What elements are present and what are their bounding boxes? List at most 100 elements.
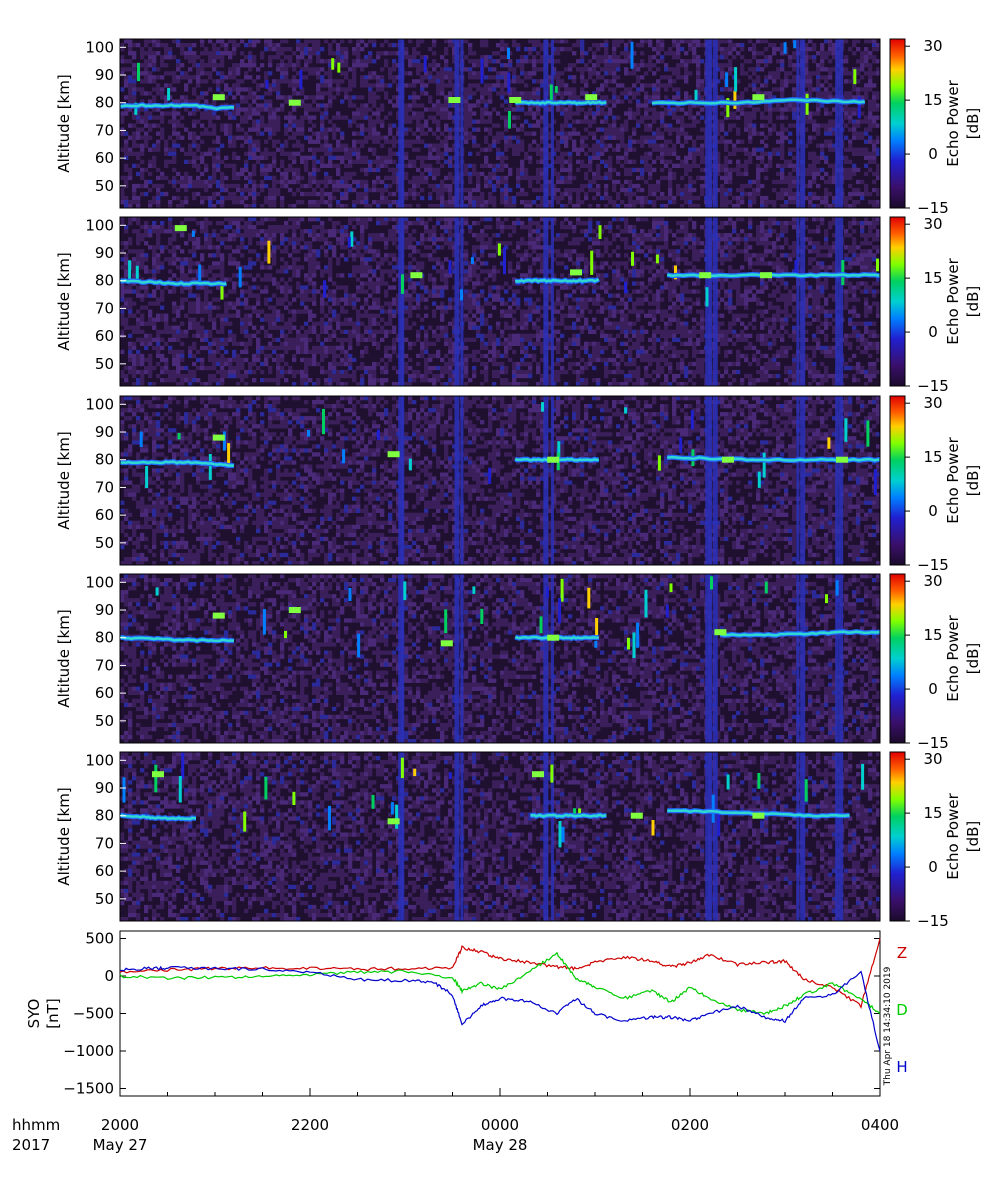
echo-streak — [825, 594, 828, 604]
vertical-echo-column — [796, 574, 800, 743]
vertical-echo-column — [705, 574, 711, 743]
echo-streak — [322, 408, 325, 435]
echo-streak — [876, 258, 879, 272]
y-tick-label: 50 — [95, 534, 114, 552]
vertical-echo-column — [709, 217, 712, 386]
vertical-echo-column — [796, 217, 800, 386]
vertical-echo-column — [705, 39, 711, 208]
y-axis-label: Altitude [km] — [55, 74, 73, 172]
echo-streak — [651, 820, 655, 836]
echo-spot — [722, 456, 734, 463]
heatmap-panel-2: 50 60 70 80 90 100 Altitude [km] −15 0 15 30 Echo P… — [55, 215, 982, 395]
y-tick-label: 90 — [95, 423, 114, 441]
echo-spot — [509, 97, 522, 103]
y-tick-label: 90 — [95, 66, 114, 84]
echo-streak — [630, 41, 634, 69]
vertical-echo-column — [454, 39, 460, 208]
echo-streak — [561, 826, 565, 843]
panel-frame — [119, 573, 881, 744]
heatmap-panel-5: 50 60 70 80 90 100 Altitude [km] −15 0 15 30 Echo P… — [55, 750, 982, 930]
y-tick-label: 70 — [95, 121, 114, 139]
echo-streak — [181, 752, 185, 779]
magnetometer-frame — [119, 930, 881, 1097]
vertical-echo-column — [712, 217, 718, 386]
colorbar-tick-label: 15 — [923, 626, 942, 644]
echo-streak — [507, 47, 510, 59]
echo-streak — [208, 453, 212, 480]
colorbar-tick-label: 15 — [923, 804, 942, 822]
echo-streak — [413, 768, 417, 777]
echo-layer — [515, 278, 600, 283]
y-tick-label: 50 — [95, 177, 114, 195]
vertical-echo-column — [835, 396, 839, 565]
echo-streak — [674, 265, 677, 280]
y-tick-label: 60 — [95, 684, 114, 702]
colorbar-unit: [dB] — [964, 643, 982, 675]
vertical-echo-column — [543, 574, 549, 743]
echo-streak — [549, 84, 553, 103]
echo-streak — [550, 764, 554, 783]
echo-streak — [408, 458, 412, 471]
echo-streak — [448, 260, 452, 274]
x-axis: 2000 May 27 2200 0000 May 28 0200 0400 — [93, 1088, 899, 1154]
echo-spot — [288, 99, 301, 106]
echo-streak — [679, 437, 683, 454]
echo-streak — [178, 776, 182, 803]
echo-spot — [752, 94, 765, 101]
echo-spot — [212, 612, 225, 619]
echo-streak — [480, 608, 484, 624]
echo-streak — [624, 281, 627, 293]
echo-streak — [573, 808, 577, 818]
colorbar-tick-label: 0 — [928, 858, 938, 876]
echo-spot — [387, 451, 400, 458]
echo-spot — [585, 94, 598, 101]
echo-streak — [307, 430, 310, 437]
y-tick-label: 70 — [95, 478, 114, 496]
echo-streak — [401, 274, 404, 294]
mag-y-tick-label: 500 — [85, 930, 114, 948]
x-tick-label-time: 0200 — [671, 1116, 709, 1134]
vertical-echo-column — [401, 752, 405, 921]
series-line-h — [120, 965, 881, 1052]
plot-timestamp: Thu Apr 18 14:34:10 2019 — [883, 966, 893, 1086]
echo-spot — [440, 640, 453, 647]
y-tick-label: 80 — [95, 807, 114, 825]
echo-layer — [515, 100, 607, 105]
vertical-echo-column — [838, 217, 844, 386]
echo-spot — [836, 456, 848, 463]
echo-spot — [212, 434, 225, 441]
x-tick-label-time: 2000 — [101, 1116, 139, 1134]
colorbar-tick-label: 15 — [923, 269, 942, 287]
echo-streak — [545, 586, 549, 598]
vertical-echo-column — [460, 396, 464, 565]
vertical-echo-column — [398, 39, 404, 208]
echo-streak — [448, 772, 452, 779]
y-tick-label: 60 — [95, 506, 114, 524]
heatmap-noise — [120, 217, 881, 387]
vertical-echo-column — [705, 396, 711, 565]
echo-streak — [560, 578, 564, 602]
vertical-echo-column — [838, 396, 844, 565]
heatmap-noise — [120, 39, 881, 209]
echo-streak — [350, 231, 354, 247]
vertical-echo-column — [550, 752, 554, 921]
echo-streak — [665, 604, 669, 618]
echo-streak — [423, 56, 427, 73]
x-tick-label-time: 2200 — [291, 1116, 329, 1134]
echo-streak — [554, 86, 558, 93]
colorbar-tick-label: 0 — [928, 323, 938, 341]
panel-frame — [119, 38, 881, 209]
mag-y-label: SYO — [25, 999, 43, 1029]
colorbar-tick-label: 15 — [923, 91, 942, 109]
vertical-echo-column — [460, 752, 464, 921]
vertical-echo-column — [401, 217, 405, 386]
echo-spot — [760, 272, 772, 279]
colorbar-tick-label: 30 — [923, 394, 942, 412]
vertical-echo-column — [460, 217, 464, 386]
colorbar — [889, 573, 906, 744]
vertical-echo-column — [401, 396, 405, 565]
x-tick-label-date: May 27 — [93, 1136, 148, 1154]
colorbar-tick-label: 0 — [928, 680, 938, 698]
y-axis-label: Altitude [km] — [55, 252, 73, 350]
